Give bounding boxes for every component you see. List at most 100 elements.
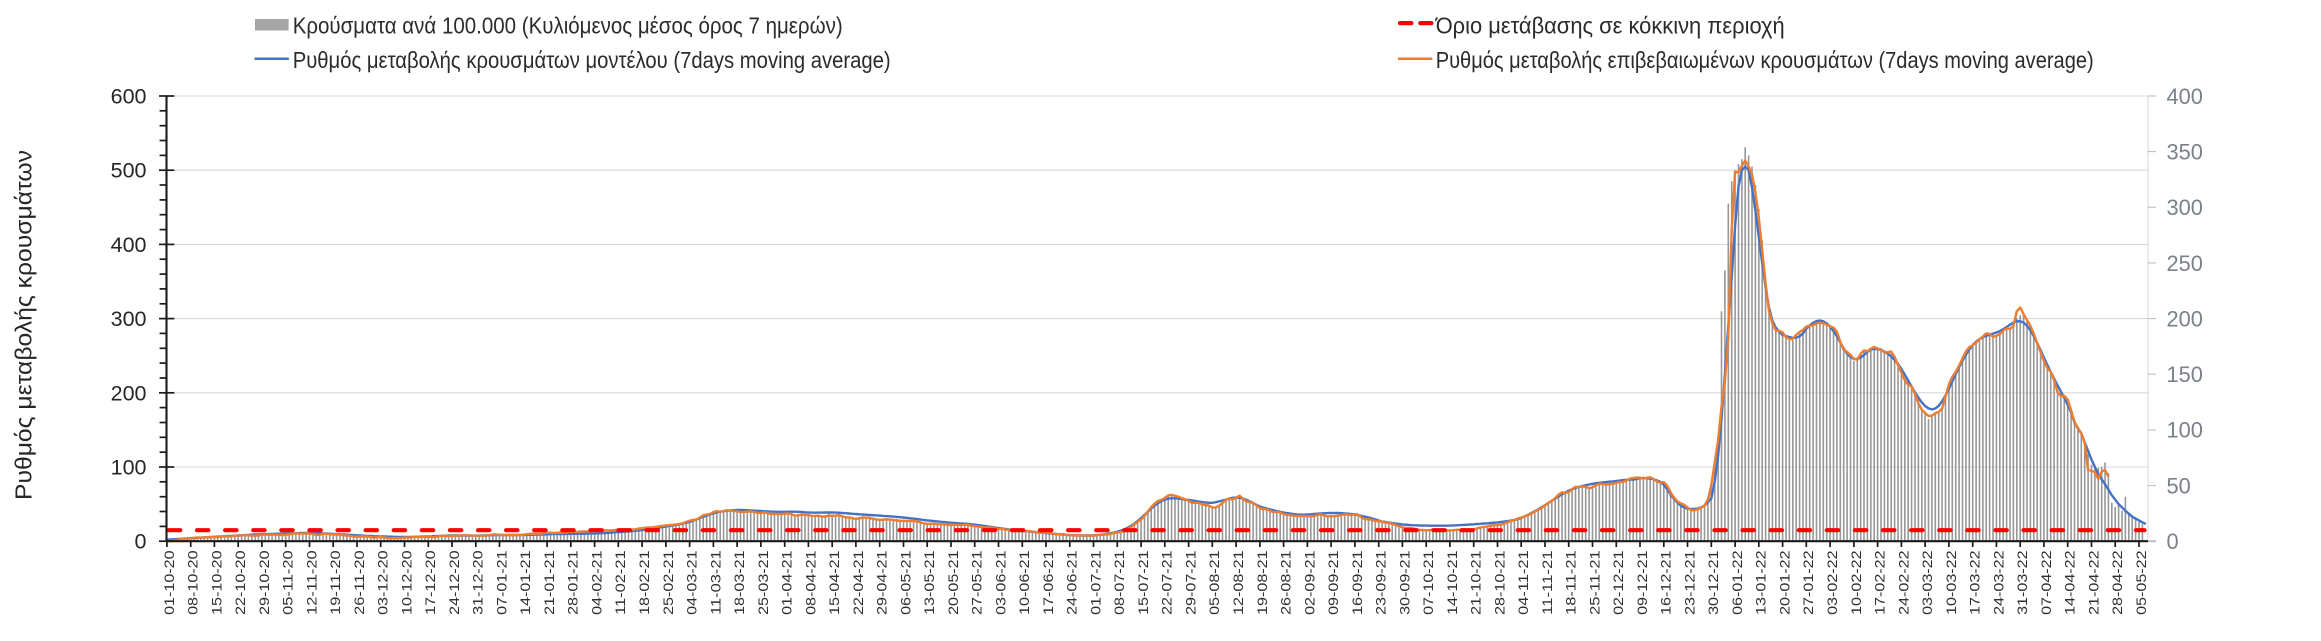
svg-text:11-03-21: 11-03-21 — [708, 550, 724, 615]
svg-text:05-11-20: 05-11-20 — [281, 550, 297, 615]
svg-text:25-03-21: 25-03-21 — [756, 550, 772, 615]
svg-text:13-01-22: 13-01-22 — [1754, 550, 1770, 615]
svg-text:26-11-20: 26-11-20 — [352, 550, 368, 615]
svg-text:Κρούσματα ανά 100.000 (Κυλιόμε: Κρούσματα ανά 100.000 (Κυλιόμενος μέσος … — [293, 12, 843, 38]
svg-text:50: 50 — [2167, 473, 2191, 498]
svg-text:01-04-21: 01-04-21 — [780, 550, 796, 615]
svg-text:03-03-22: 03-03-22 — [1920, 550, 1936, 615]
svg-text:16-09-21: 16-09-21 — [1350, 550, 1366, 615]
svg-text:Ρυθμός μεταβολής κρουσμάτων μο: Ρυθμός μεταβολής κρουσμάτων μοντέλου (7d… — [293, 47, 891, 73]
svg-text:02-09-21: 02-09-21 — [1302, 550, 1318, 615]
svg-text:400: 400 — [2167, 84, 2203, 109]
svg-text:31-12-20: 31-12-20 — [471, 550, 487, 615]
svg-text:10-02-22: 10-02-22 — [1849, 550, 1865, 615]
svg-text:15-10-20: 15-10-20 — [209, 550, 225, 615]
svg-text:25-02-21: 25-02-21 — [661, 550, 677, 615]
svg-text:13-05-21: 13-05-21 — [922, 550, 938, 615]
svg-text:400: 400 — [111, 233, 147, 257]
svg-text:03-02-22: 03-02-22 — [1825, 550, 1841, 615]
svg-text:17-12-20: 17-12-20 — [423, 550, 439, 615]
svg-text:30-09-21: 30-09-21 — [1397, 550, 1413, 615]
svg-text:04-11-21: 04-11-21 — [1516, 550, 1532, 615]
svg-text:21-01-21: 21-01-21 — [542, 550, 558, 615]
svg-text:24-02-22: 24-02-22 — [1896, 550, 1912, 615]
svg-text:11-02-21: 11-02-21 — [613, 550, 629, 615]
svg-text:05-05-22: 05-05-22 — [2134, 550, 2150, 615]
svg-text:22-04-21: 22-04-21 — [851, 550, 867, 615]
svg-text:30-12-21: 30-12-21 — [1706, 550, 1722, 615]
svg-text:100: 100 — [111, 456, 147, 480]
svg-text:0: 0 — [135, 530, 147, 554]
svg-text:16-12-21: 16-12-21 — [1659, 550, 1675, 615]
svg-text:08-07-21: 08-07-21 — [1112, 550, 1128, 615]
svg-text:200: 200 — [111, 381, 147, 405]
svg-text:29-04-21: 29-04-21 — [875, 550, 891, 615]
svg-text:500: 500 — [111, 159, 147, 183]
svg-text:15-07-21: 15-07-21 — [1136, 550, 1152, 615]
svg-text:21-04-22: 21-04-22 — [2086, 550, 2102, 615]
svg-text:25-11-21: 25-11-21 — [1587, 550, 1603, 615]
svg-text:06-05-21: 06-05-21 — [898, 550, 914, 615]
svg-text:09-12-21: 09-12-21 — [1635, 550, 1651, 615]
svg-text:24-03-22: 24-03-22 — [1991, 550, 2007, 615]
svg-text:10-03-22: 10-03-22 — [1944, 550, 1960, 615]
svg-text:150: 150 — [2167, 362, 2203, 387]
svg-text:14-01-21: 14-01-21 — [518, 550, 534, 615]
svg-text:27-05-21: 27-05-21 — [970, 550, 986, 615]
svg-text:28-10-21: 28-10-21 — [1492, 550, 1508, 615]
svg-text:Ρυθμός μεταβολής επιβεβαιωμένω: Ρυθμός μεταβολής επιβεβαιωμένων κρουσμάτ… — [1436, 47, 2094, 73]
svg-text:17-03-22: 17-03-22 — [1968, 550, 1984, 615]
svg-text:18-02-21: 18-02-21 — [637, 550, 653, 615]
svg-text:200: 200 — [2167, 306, 2203, 331]
svg-text:04-03-21: 04-03-21 — [685, 550, 701, 615]
svg-text:24-12-20: 24-12-20 — [447, 550, 463, 615]
svg-text:08-10-20: 08-10-20 — [186, 550, 202, 615]
svg-text:18-11-21: 18-11-21 — [1564, 550, 1580, 615]
svg-text:26-08-21: 26-08-21 — [1279, 550, 1295, 615]
svg-text:22-10-20: 22-10-20 — [233, 550, 249, 615]
svg-text:22-07-21: 22-07-21 — [1160, 550, 1176, 615]
svg-text:28-01-21: 28-01-21 — [566, 550, 582, 615]
svg-text:350: 350 — [2167, 139, 2203, 164]
svg-text:10-06-21: 10-06-21 — [1017, 550, 1033, 615]
svg-text:05-08-21: 05-08-21 — [1207, 550, 1223, 615]
svg-text:02-12-21: 02-12-21 — [1611, 550, 1627, 615]
svg-text:Όριο μετάβασης σε κόκκινη περι: Όριο μετάβασης σε κόκκινη περιοχή — [1435, 12, 1785, 38]
svg-text:29-10-20: 29-10-20 — [257, 550, 273, 615]
svg-text:10-12-20: 10-12-20 — [399, 550, 415, 615]
svg-text:19-11-20: 19-11-20 — [328, 550, 344, 615]
svg-text:08-04-21: 08-04-21 — [803, 550, 819, 615]
svg-text:17-06-21: 17-06-21 — [1041, 550, 1057, 615]
svg-text:24-06-21: 24-06-21 — [1065, 550, 1081, 615]
svg-text:20-01-22: 20-01-22 — [1778, 550, 1794, 615]
svg-text:18-03-21: 18-03-21 — [732, 550, 748, 615]
svg-text:300: 300 — [2167, 195, 2203, 220]
svg-text:0: 0 — [2167, 529, 2179, 554]
svg-text:03-06-21: 03-06-21 — [993, 550, 1009, 615]
svg-text:09-09-21: 09-09-21 — [1326, 550, 1342, 615]
svg-text:07-10-21: 07-10-21 — [1421, 550, 1437, 615]
svg-text:31-03-22: 31-03-22 — [2015, 550, 2031, 615]
svg-text:04-02-21: 04-02-21 — [590, 550, 606, 615]
svg-text:07-01-21: 07-01-21 — [494, 550, 510, 615]
svg-text:14-04-22: 14-04-22 — [2063, 550, 2079, 615]
svg-text:250: 250 — [2167, 251, 2203, 276]
svg-text:Ρυθμός μεταβολής κρουσμάτων: Ρυθμός μεταβολής κρουσμάτων — [11, 150, 37, 500]
svg-text:12-08-21: 12-08-21 — [1231, 550, 1247, 615]
svg-text:11-11-21: 11-11-21 — [1540, 550, 1556, 615]
svg-text:19-08-21: 19-08-21 — [1255, 550, 1271, 615]
svg-text:29-07-21: 29-07-21 — [1184, 550, 1200, 615]
svg-text:20-05-21: 20-05-21 — [946, 550, 962, 615]
svg-text:01-10-20: 01-10-20 — [162, 550, 178, 615]
svg-text:27-01-22: 27-01-22 — [1801, 550, 1817, 615]
svg-text:14-10-21: 14-10-21 — [1445, 550, 1461, 615]
svg-text:28-04-22: 28-04-22 — [2110, 550, 2126, 615]
svg-text:06-01-22: 06-01-22 — [1730, 550, 1746, 615]
svg-text:300: 300 — [111, 307, 147, 331]
svg-text:17-02-22: 17-02-22 — [1873, 550, 1889, 615]
svg-text:600: 600 — [111, 85, 147, 109]
svg-text:07-04-22: 07-04-22 — [2039, 550, 2055, 615]
svg-text:23-12-21: 23-12-21 — [1682, 550, 1698, 615]
svg-text:21-10-21: 21-10-21 — [1469, 550, 1485, 615]
svg-text:12-11-20: 12-11-20 — [304, 550, 320, 615]
